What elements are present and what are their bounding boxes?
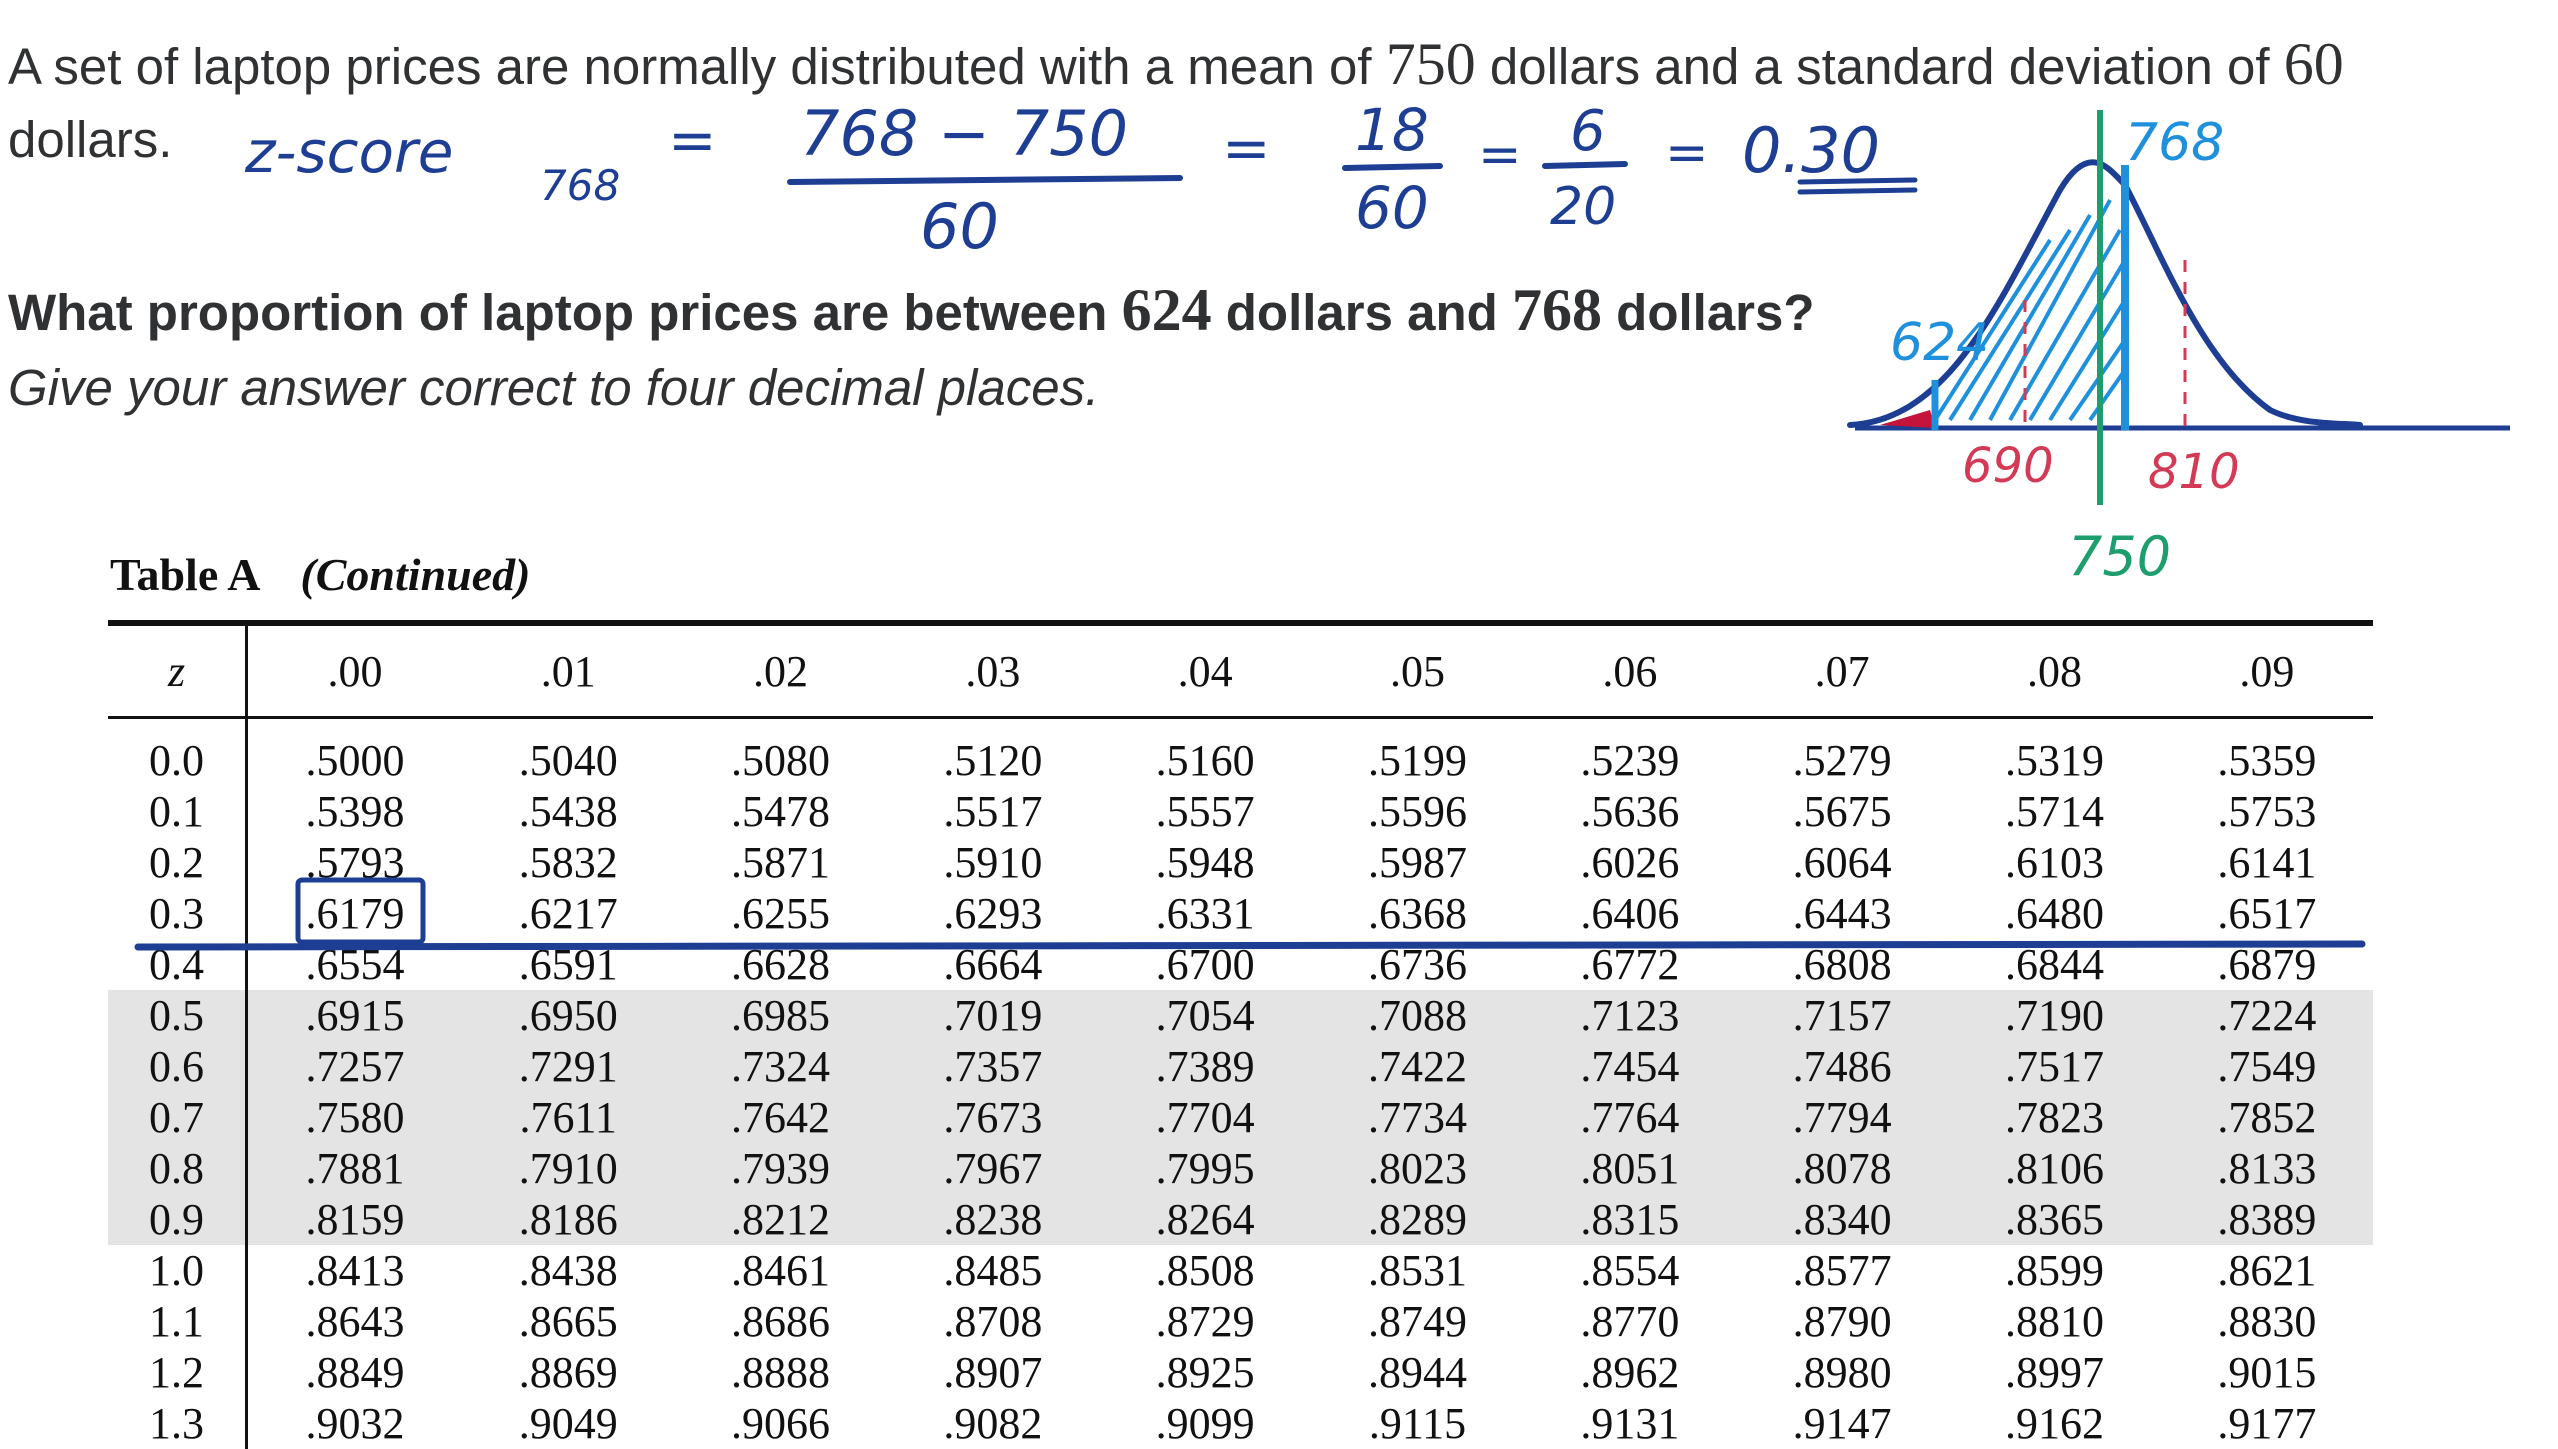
fraction-3-numerator: 6 <box>1570 99 1606 164</box>
fraction-1-denominator: 60 <box>920 190 999 263</box>
fraction-1-bar <box>790 178 1180 182</box>
curve-label-750: 750 <box>2068 525 2171 588</box>
boxed-cell-outline <box>298 880 423 942</box>
z-score-label: z-score <box>244 118 454 186</box>
curve-label-810: 810 <box>2148 444 2240 500</box>
equals-1: = <box>668 106 717 174</box>
row-underline <box>138 944 2362 947</box>
equals-4: = <box>1665 123 1709 183</box>
result-underline-2 <box>1800 190 1915 192</box>
fraction-2-numerator: 18 <box>1355 96 1429 164</box>
fraction-2-bar <box>1345 166 1440 168</box>
fraction-2-denominator: 60 <box>1355 174 1429 242</box>
fraction-3-denominator: 20 <box>1550 177 1616 237</box>
equals-3: = <box>1478 125 1522 185</box>
result-underline-1 <box>1800 180 1915 182</box>
equals-2: = <box>1222 114 1271 182</box>
curve-label-690: 690 <box>1962 438 2054 494</box>
fraction-1-numerator: 768 − 750 <box>800 97 1128 170</box>
curve-label-624: 624 <box>1890 313 1989 373</box>
curve-label-768: 768 <box>2125 113 2224 173</box>
hatch-shading <box>1935 200 2125 420</box>
fraction-3-bar <box>1545 164 1625 166</box>
z-score-subscript: 768 <box>540 161 620 210</box>
z-result: 0.30 <box>1742 114 1880 187</box>
